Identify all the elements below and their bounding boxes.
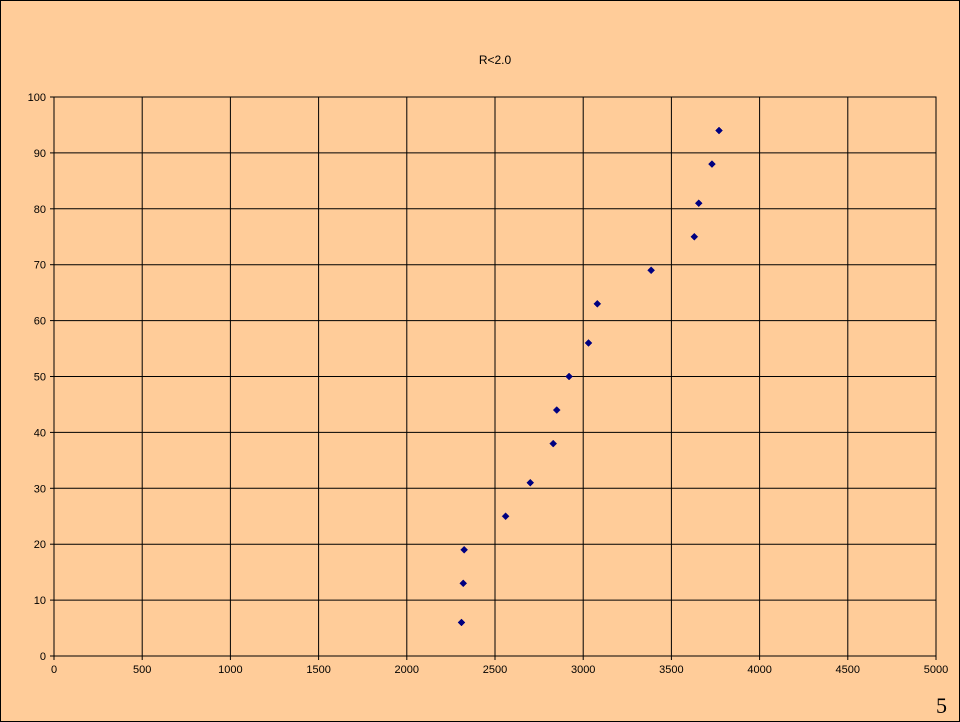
data-point [708,160,716,168]
y-tick-label: 50 [34,372,46,384]
data-points [457,126,723,627]
x-tick-label: 2500 [483,664,507,676]
y-tick-label: 70 [34,260,46,272]
x-tick-label: 3000 [571,664,595,676]
data-point [584,339,593,347]
gridlines [53,96,937,657]
data-point [501,512,510,521]
y-tick-label: 40 [34,427,46,439]
x-tick-label: 4500 [836,664,860,676]
y-tick-label: 100 [28,92,46,104]
data-point [565,372,573,381]
chart-title: R<2.0 [479,53,512,67]
x-tick-label: 4000 [747,664,771,676]
x-tick-label: 2000 [395,664,419,676]
x-tick-label: 500 [133,664,151,676]
y-tick-label: 90 [34,148,46,160]
data-point [647,266,655,275]
y-tick-label: 60 [34,316,46,328]
data-point [552,406,561,414]
y-tick-label: 20 [34,539,46,551]
data-point [457,618,466,627]
y-tick-label: 10 [34,595,46,607]
x-tick-label: 1000 [218,664,242,676]
data-point [459,579,468,588]
y-tick-label: 80 [34,204,46,216]
x-tick-label: 3500 [659,664,683,676]
data-point [593,299,602,308]
plot-area-border [53,96,937,657]
slide-number: 5 [936,693,947,718]
x-tick-label: 0 [51,664,57,676]
data-point [690,232,699,241]
y-tick-label: 30 [34,483,46,495]
tick-labels: 0 500 1000 1500 2000 2500 3000 3500 4000 4500 5000… [28,92,949,676]
data-point [549,439,558,448]
axes [50,96,937,660]
x-tick-label: 5000 [924,664,948,676]
data-point [715,126,723,135]
data-point [526,478,535,487]
data-point [694,199,703,208]
y-tick-label: 0 [40,651,46,663]
x-tick-label: 1500 [306,664,330,676]
data-point [460,545,468,554]
